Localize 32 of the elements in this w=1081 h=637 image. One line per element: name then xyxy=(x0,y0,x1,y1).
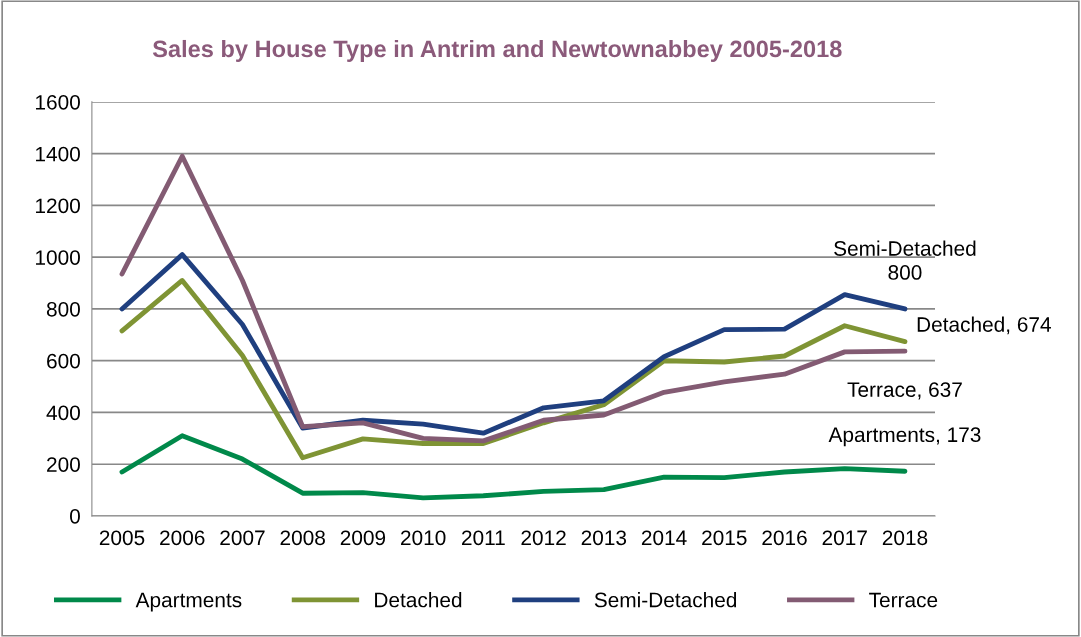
annotation: Apartments, 173 xyxy=(828,427,981,447)
x-tick-label: 2011 xyxy=(462,530,505,546)
x-tick-label: 2015 xyxy=(702,530,747,546)
y-tick-label: 1000 xyxy=(36,250,80,265)
legend-label: Apartments xyxy=(135,592,242,612)
x-tick-label: 2016 xyxy=(762,530,807,546)
legend-label: Semi-Detached xyxy=(594,592,737,608)
y-tick-label: 200 xyxy=(47,457,80,472)
y-tick-label: 1200 xyxy=(36,198,80,214)
y-tick-label: 600 xyxy=(47,353,80,369)
x-tick-label: 2013 xyxy=(581,530,627,546)
annotation: Terrace, 637 xyxy=(847,382,962,400)
legend-label: Terrace xyxy=(869,592,938,608)
y-tick-label: 0 xyxy=(70,508,80,524)
y-tick-label: 1600 xyxy=(36,94,80,110)
x-tick-label: 2018 xyxy=(882,530,928,546)
x-tick-label: 2012 xyxy=(521,530,566,546)
x-tick-label: 2017 xyxy=(822,530,867,546)
y-tick-label: 1400 xyxy=(36,146,80,162)
y-tick-label: 400 xyxy=(46,405,80,421)
legend-label: Detached xyxy=(375,592,462,608)
x-tick-label: 2005 xyxy=(99,530,145,546)
annotation: Semi-Detached 800 xyxy=(834,240,976,280)
x-tick-label: 2010 xyxy=(401,530,446,546)
x-tick-label: 2014 xyxy=(641,530,687,546)
x-tick-label: 2007 xyxy=(220,530,265,546)
x-tick-label: 2009 xyxy=(340,530,386,546)
x-tick-label: 2006 xyxy=(160,530,205,546)
y-tick-label: 800 xyxy=(46,301,80,317)
annotation: Detached, 674 xyxy=(917,316,1051,335)
chart-title: Sales by House Type in Antrim and Newtownabbey 2005-2018 xyxy=(152,39,842,62)
x-tick-label: 2008 xyxy=(280,530,325,546)
